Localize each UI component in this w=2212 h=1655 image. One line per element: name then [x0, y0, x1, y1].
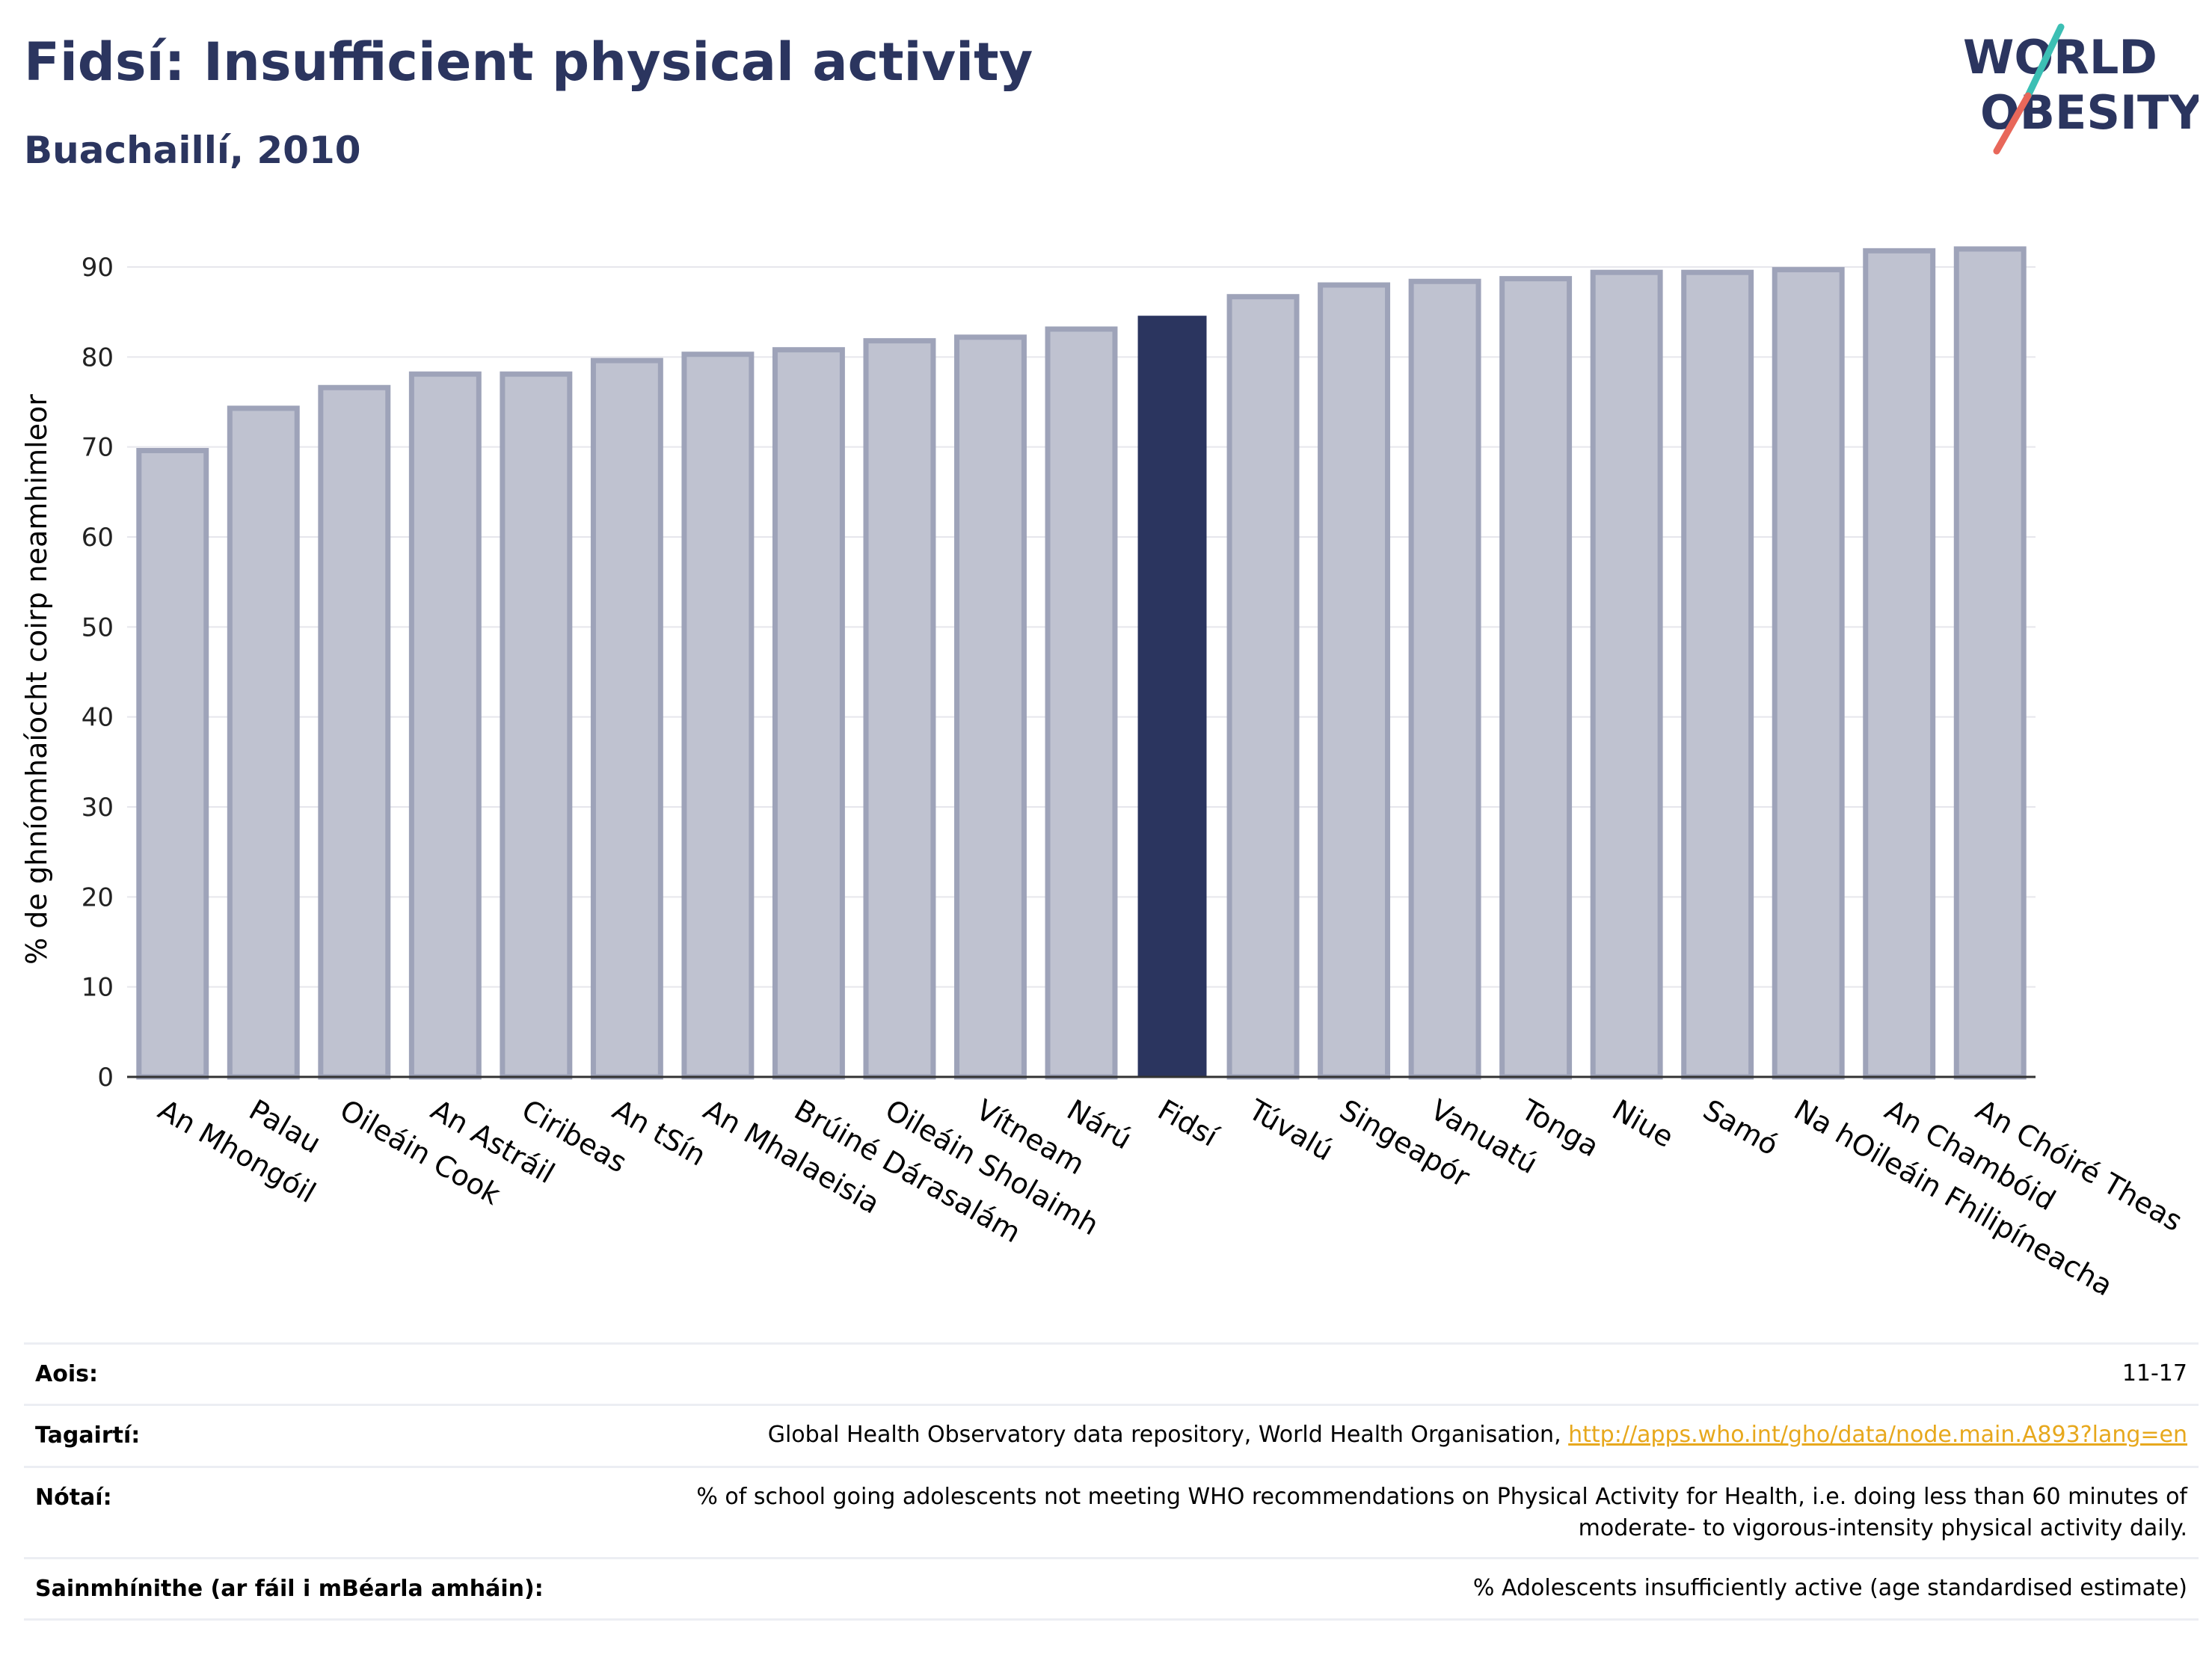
bar	[1772, 267, 1845, 1080]
bar	[590, 357, 663, 1080]
y-tick-label: 70	[82, 433, 114, 463]
bar	[1318, 282, 1391, 1080]
metadata-value: % Adolescents insufficiently active (age…	[1473, 1573, 2187, 1604]
bar	[772, 347, 845, 1080]
y-tick-labels: 0 10 20 30 40 50 60 70 80 90	[82, 253, 114, 1093]
bar	[1408, 278, 1481, 1080]
x-tick-label: Fidsí	[1152, 1093, 1224, 1154]
y-tick-label: 80	[82, 343, 114, 372]
bar	[1681, 269, 1754, 1080]
y-tick-label: 40	[82, 703, 114, 733]
logo-slash-red	[1993, 92, 2032, 155]
metadata-row: Tagairtí: Global Health Observatory data …	[24, 1404, 2199, 1468]
y-axis-label: % de ghníomhaíocht coirp neamhimleor	[20, 394, 53, 965]
bar	[1226, 294, 1300, 1080]
metadata-row: Nótaí: % of school going adolescents not …	[24, 1466, 2199, 1559]
reference-link[interactable]: http://apps.who.int/gho/data/node.main.A…	[1568, 1422, 2187, 1448]
x-tick-label: Samó	[1698, 1093, 1784, 1162]
bar	[1499, 276, 1573, 1080]
y-tick-label: 10	[82, 973, 114, 1003]
world-obesity-logo: WORLD OBESITY	[1963, 23, 2199, 155]
bar	[136, 447, 209, 1080]
bar	[1045, 326, 1118, 1080]
metadata-label: Tagairtí:	[35, 1422, 141, 1449]
metadata-value: Global Health Observatory data repositor…	[768, 1419, 2187, 1451]
bar	[863, 338, 936, 1080]
bar	[500, 371, 573, 1080]
logo-line-1: WORLD	[1963, 30, 2157, 85]
bars	[136, 246, 2027, 1080]
metadata-value: % of school going adolescents not meetin…	[580, 1481, 2187, 1544]
bar	[954, 334, 1027, 1080]
y-tick-label: 60	[82, 523, 114, 553]
metadata-row: Sainmhínithe (ar fáil i mBéarla amháin):…	[24, 1557, 2199, 1621]
bar	[1137, 316, 1207, 1078]
y-tick-label: 0	[97, 1063, 114, 1093]
y-tick-label: 90	[82, 253, 114, 283]
bar	[1953, 246, 2027, 1080]
metadata-label: Nótaí:	[35, 1484, 112, 1511]
chart-subtitle: Buachaillí, 2010	[24, 129, 361, 172]
y-tick-label: 30	[82, 793, 114, 823]
bar	[1863, 248, 1936, 1080]
metadata-value: 11-17	[2122, 1358, 2187, 1390]
x-tick-label: Niue	[1607, 1093, 1680, 1154]
x-tick-label: Túvalú	[1243, 1093, 1339, 1167]
metadata-value-text: 11-17	[2122, 1360, 2187, 1387]
metadata-label: Sainmhínithe (ar fáil i mBéarla amháin):	[35, 1576, 544, 1602]
y-tick-label: 50	[82, 612, 114, 642]
logo-slash-teal	[2024, 23, 2065, 99]
bar	[408, 371, 482, 1080]
metadata-label: Aois:	[35, 1361, 98, 1387]
bar	[681, 351, 755, 1080]
metadata-bottom-border	[24, 1618, 2199, 1621]
chart-title: Fidsí: Insufficient physical activity	[24, 31, 1033, 93]
bar	[318, 384, 391, 1080]
x-tick-label: Na hOileáin Fhilipíneacha	[1789, 1093, 2119, 1303]
y-tick-label: 20	[82, 882, 114, 912]
metadata-value-text: % of school going adolescents not meetin…	[696, 1484, 2187, 1541]
bar	[1590, 269, 1663, 1080]
metadata-value-text: Global Health Observatory data repositor…	[767, 1422, 1569, 1448]
metadata-value-text: % Adolescents insufficiently active (age…	[1472, 1575, 2187, 1601]
bar	[227, 405, 300, 1080]
metadata-row: Aois: 11-17	[24, 1342, 2199, 1406]
